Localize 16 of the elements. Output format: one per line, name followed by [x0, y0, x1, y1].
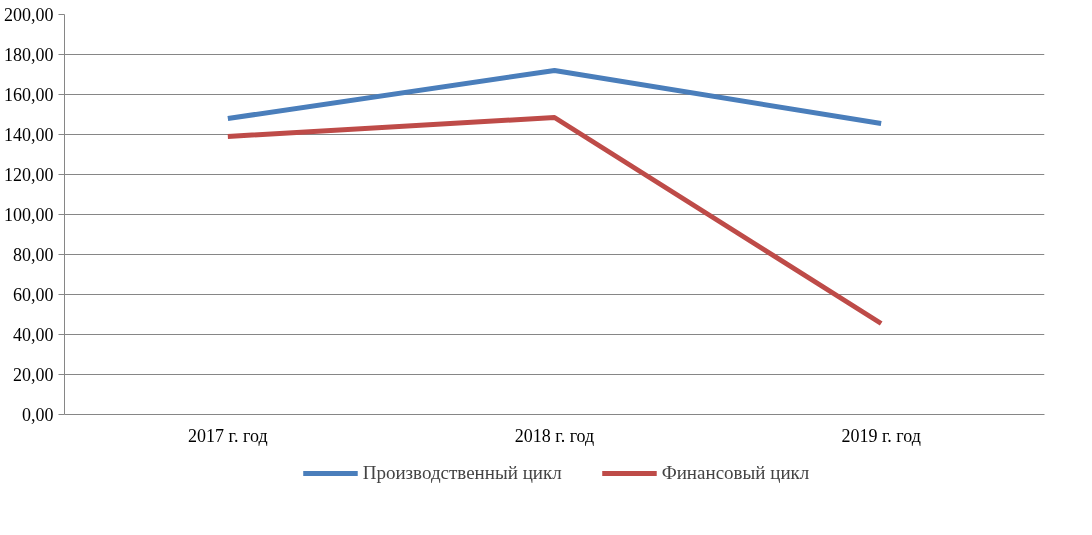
y-tick-label: 40,00	[13, 325, 54, 345]
x-tick-label: 2017 г. год	[188, 425, 268, 446]
y-tick-label: 60,00	[13, 285, 54, 305]
y-tick-label: 140,00	[4, 125, 54, 145]
legend-label: Финансовый цикл	[661, 462, 810, 484]
y-tick-label: 20,00	[13, 365, 54, 385]
y-tick-label: 80,00	[13, 245, 54, 265]
x-tick-label: 2018 г. год	[514, 425, 595, 446]
y-tick-label: 200,00	[4, 5, 54, 25]
y-tick-label: 160,00	[4, 85, 54, 105]
y-tick-label: 100,00	[4, 205, 54, 225]
y-tick-label: 0,00	[22, 405, 54, 425]
x-tick-label: 2019 г. год	[841, 425, 921, 446]
y-tick-label: 120,00	[4, 165, 54, 185]
y-tick-label: 180,00	[4, 45, 54, 65]
legend-label: Производственный цикл	[362, 462, 562, 484]
